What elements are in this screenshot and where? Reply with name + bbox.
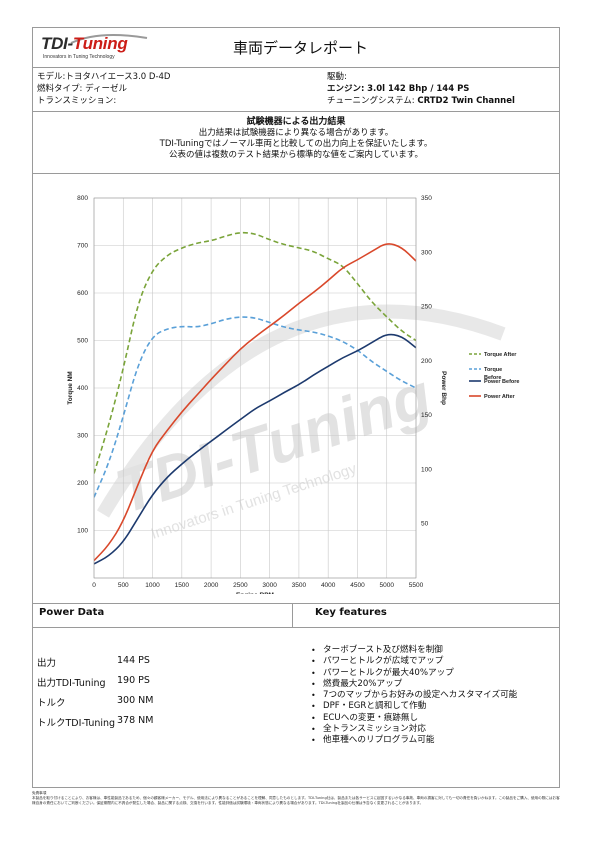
x-tick-label: 0 — [92, 582, 96, 589]
y-right-tick-label: 100 — [421, 466, 432, 473]
feature-item: ターボブースト及び燃料を制御 — [311, 645, 551, 657]
notice-line: 出力結果は試験機器により異なる場合があります。 — [198, 128, 394, 138]
y-left-tick-label: 800 — [77, 195, 88, 202]
legend-label: Torque After — [484, 352, 517, 358]
x-axis-label: Engine RPM — [236, 592, 274, 594]
series-line-torque-after — [94, 231, 416, 474]
power-data-label: トルクTDI-Tuning — [37, 718, 116, 729]
divider — [292, 603, 293, 627]
logo-text: TDI-Tuning — [41, 34, 128, 53]
divider — [33, 173, 559, 174]
notice-title: 試験機器による出力結果 — [246, 117, 346, 127]
y-left-tick-label: 700 — [77, 243, 88, 250]
divider — [33, 67, 559, 68]
power-data-label: 出力TDI-Tuning — [37, 678, 106, 689]
y-right-axis-label: Power Bhp — [440, 371, 447, 405]
x-tick-label: 3500 — [292, 582, 307, 589]
y-left-tick-label: 500 — [77, 338, 88, 345]
x-tick-label: 4500 — [350, 582, 365, 589]
feature-item: パワーとトルクが最大40%アップ — [311, 668, 551, 680]
logo-swoosh-icon — [70, 34, 148, 44]
y-left-tick-label: 300 — [77, 433, 88, 440]
x-tick-label: 4000 — [321, 582, 336, 589]
feature-item: 7つのマップからお好みの設定へカスタマイズ可能 — [311, 690, 551, 702]
series-line-power-after — [94, 243, 416, 562]
disclaimer: 免責事項 本製品を取り付けることにより、お客様は、車性能製品であるため、個々の顧… — [32, 791, 560, 806]
notice-line: TDI-Tuningではノーマル車両と比較しての出力向上を保証いたします。 — [159, 139, 433, 149]
power-data-value: 144 PS — [117, 655, 150, 666]
spec-model: モデル:トヨタハイエース3.0 D-4D — [37, 72, 171, 82]
power-data-label: トルク — [37, 698, 66, 709]
plot-border — [93, 197, 417, 579]
spec-engine: エンジン: 3.0l 142 Bhp / 144 PS — [327, 84, 470, 94]
y-left-tick-label: 400 — [77, 385, 88, 392]
divider — [33, 603, 559, 604]
page-title: 車両データレポート — [233, 39, 369, 57]
y-right-tick-label: 50 — [421, 521, 429, 528]
spec-fuel: 燃料タイプ: ディーゼル — [37, 84, 127, 94]
y-right-tick-label: 250 — [421, 304, 432, 311]
y-left-tick-label: 200 — [77, 480, 88, 487]
feature-item: 燃費最大20%アップ — [311, 679, 551, 691]
y-right-tick-label: 350 — [421, 195, 432, 202]
x-tick-label: 2500 — [233, 582, 248, 589]
y-right-tick-label: 150 — [421, 412, 432, 419]
y-right-tick-label: 200 — [421, 358, 432, 365]
series-line-torque-before — [94, 316, 416, 498]
logo-tagline: Innovators in Tuning Technology — [43, 54, 115, 60]
report-header: TDI-Tuning Innovators in Tuning Technolo… — [33, 28, 559, 67]
power-data-value: 300 NM — [117, 695, 154, 706]
y-right-tick-label: 300 — [421, 249, 432, 256]
feature-item: 全トランスミッション対応 — [311, 724, 551, 736]
power-data-value: 378 NM — [117, 715, 154, 726]
y-left-tick-label: 600 — [77, 290, 88, 297]
divider — [33, 627, 559, 628]
legend-label: Torque — [484, 367, 502, 373]
spec-drive: 駆動: — [327, 72, 347, 82]
legend-label: Power Before — [484, 379, 519, 385]
power-data-label: 出力 — [37, 658, 57, 669]
power-data-title: Power Data — [39, 607, 105, 618]
watermark-swoosh — [96, 304, 506, 518]
tdi-tuning-logo: TDI-Tuning Innovators in Tuning Technolo… — [39, 34, 149, 64]
y-left-tick-label: 100 — [77, 528, 88, 535]
notice-line: 公表の値は複数のテスト結果から標準的な値をご案内しています。 — [169, 150, 423, 160]
divider — [33, 111, 559, 112]
legend-label: Before — [484, 375, 501, 381]
x-tick-label: 3000 — [262, 582, 277, 589]
key-features-title: Key features — [315, 607, 387, 618]
test-notice: 試験機器による出力結果 出力結果は試験機器により異なる場合があります。 TDI-… — [33, 111, 559, 201]
report-frame: TDI-Tuning Innovators in Tuning Technolo… — [32, 27, 560, 788]
chart-lines — [94, 231, 416, 565]
series-line-power-before — [94, 333, 416, 565]
feature-item: パワーとトルクが広域でアップ — [311, 656, 551, 668]
power-data-value: 190 PS — [117, 675, 150, 686]
vehicle-specs: モデル:トヨタハイエース3.0 D-4D 燃料タイプ: ディーゼル トランスミッ… — [33, 67, 559, 111]
dyno-chart: TDI-Tuning Innovators in Tuning Technolog… — [33, 184, 559, 599]
key-features-list: ターボブースト及び燃料を制御 パワーとトルクが広域でアップ パワーとトルクが最大… — [311, 645, 551, 747]
x-tick-label: 5000 — [379, 582, 394, 589]
legend-label: Power After — [484, 394, 516, 400]
x-tick-label: 1000 — [145, 582, 160, 589]
x-tick-label: 5500 — [409, 582, 424, 589]
feature-item: 他車種へのリプログラム可能 — [311, 735, 551, 747]
x-tick-label: 500 — [118, 582, 129, 589]
x-tick-label: 1500 — [175, 582, 190, 589]
disclaimer-label: 免責事項 — [32, 791, 47, 795]
disclaimer-text: 本製品を取り付けることにより、お客様は、車性能製品であるため、個々の顧客様メーカ… — [32, 796, 560, 805]
spec-transmission: トランスミッション: — [37, 96, 117, 106]
x-tick-label: 2000 — [204, 582, 219, 589]
chart-axes: 0 500 1000 1500 2000 2500 3000 3500 4000 4500 5000… — [67, 195, 447, 599]
feature-item: DPF・EGRと調和して作動 — [311, 701, 551, 713]
feature-item: ECUへの変更・痕跡無し — [311, 713, 551, 725]
spec-tuning-system: チューニングシステム: CRTD2 Twin Channel — [327, 96, 515, 106]
y-left-axis-label: Torque NM — [67, 371, 74, 404]
